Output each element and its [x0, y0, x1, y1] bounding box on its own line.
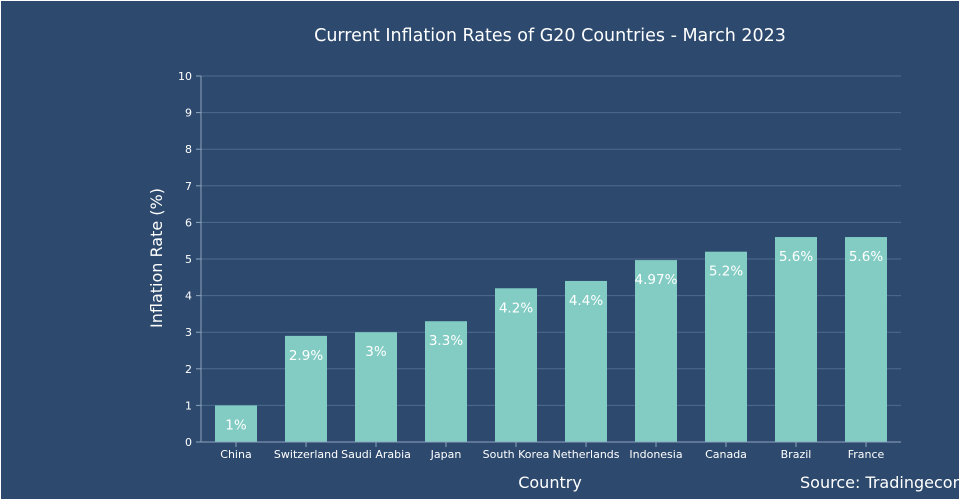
y-tick-label: 8: [185, 143, 192, 156]
y-tick-label: 7: [185, 180, 192, 193]
bars: [215, 237, 887, 442]
x-tick-label: China: [220, 448, 251, 461]
bar-data-label: 5.6%: [779, 249, 813, 265]
bar: [845, 237, 887, 442]
bar: [565, 280, 607, 442]
y-tick-label: 5: [185, 253, 192, 266]
y-tick-label: 9: [185, 107, 192, 120]
x-tick-label: South Korea: [483, 448, 550, 461]
axes: [196, 75, 901, 447]
bar-data-label: 5.2%: [709, 264, 743, 280]
bar-data-labels: 1% 2.9% 3% 3.3% 4.2% 4.4% 4.97% 5.2% 5.6% 5.6%: [225, 249, 883, 433]
bar: [215, 405, 257, 442]
bar-data-label: 1%: [225, 417, 247, 433]
bar: [285, 335, 327, 442]
bar: [355, 332, 397, 442]
y-tick-labels: 0 1 2 3 4 5 6 7 8 9 10: [178, 70, 192, 449]
bar-data-label: 4.2%: [499, 300, 533, 316]
bar-data-label: 3.3%: [429, 333, 463, 349]
y-tick-label: 6: [185, 216, 192, 229]
x-tick-label: France: [848, 448, 885, 461]
x-tick-label: Netherlands: [552, 448, 619, 461]
x-tick-label: Indonesia: [629, 448, 682, 461]
x-tick-label: Switzerland: [274, 448, 338, 461]
chart-title: Current Inflation Rates of G20 Countries…: [314, 26, 786, 46]
x-tick-labels: China Switzerland Saudi Arabia Japan South K…: [220, 448, 884, 461]
y-axis-label: Inflation Rate (%): [147, 188, 166, 328]
x-tick-label: Canada: [705, 448, 747, 461]
y-tick-label: 4: [185, 290, 192, 303]
y-tick-label: 2: [185, 363, 192, 376]
bar-data-label: 2.9%: [289, 348, 323, 364]
bar: [495, 288, 537, 442]
bar-data-label: 4.97%: [635, 272, 678, 288]
bar: [775, 237, 817, 442]
y-tick-label: 1: [185, 399, 192, 412]
bar: [635, 260, 677, 442]
bar-data-label: 5.6%: [849, 249, 883, 265]
x-tick-label: Brazil: [781, 448, 812, 461]
source-annotation: Source: Tradingeconomics: [800, 473, 959, 492]
y-tick-label: 0: [185, 436, 192, 449]
bar-data-label: 4.4%: [569, 293, 603, 309]
x-tick-label: Saudi Arabia: [341, 448, 411, 461]
x-axis-label: Country: [518, 473, 582, 492]
bar: [425, 321, 467, 442]
bar-data-label: 3%: [365, 344, 387, 360]
y-tick-label: 10: [178, 70, 192, 83]
y-tick-label: 3: [185, 326, 192, 339]
bar: [705, 251, 747, 442]
x-tick-label: Japan: [430, 448, 462, 461]
